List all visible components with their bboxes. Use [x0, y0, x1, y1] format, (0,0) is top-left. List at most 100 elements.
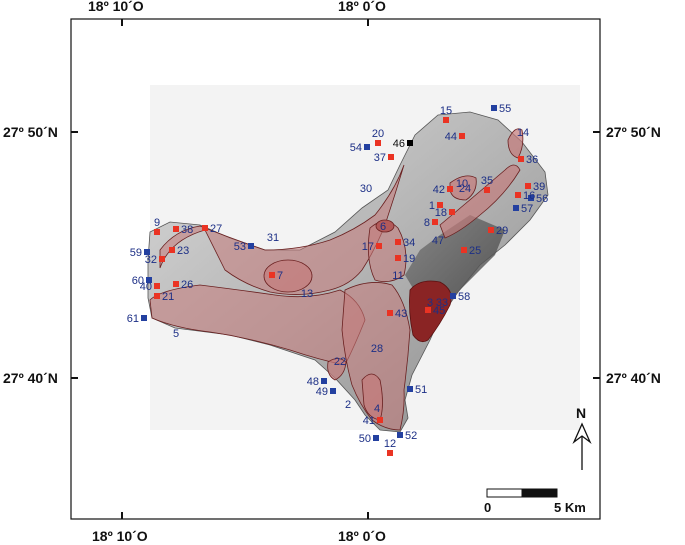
scale-bar-white [486, 488, 523, 498]
site-marker-44 [459, 133, 465, 139]
site-marker-55 [491, 105, 497, 111]
site-label-41: 41 [363, 415, 375, 427]
site-marker-26 [173, 281, 179, 287]
site-label-52: 52 [405, 430, 417, 442]
site-label-61: 61 [127, 313, 139, 325]
coord-top-center: 18º 0´O [338, 0, 386, 14]
site-label-46: 46 [393, 138, 405, 150]
site-marker-50 [373, 435, 379, 441]
site-marker-37 [388, 154, 394, 160]
site-label-36: 36 [526, 154, 538, 166]
site-marker-17 [376, 243, 382, 249]
site-marker-7 [269, 272, 275, 278]
site-label-20: 20 [372, 128, 384, 140]
zone-eastern-band [439, 164, 521, 239]
site-marker-58 [450, 293, 456, 299]
site-marker-16 [515, 192, 521, 198]
zone-22 [327, 358, 347, 381]
site-label-6: 6 [380, 221, 386, 233]
site-marker-41 [377, 417, 383, 423]
site-label-35: 35 [481, 175, 493, 187]
site-marker-32 [159, 256, 165, 262]
site-label-40: 40 [140, 281, 152, 293]
site-label-58: 58 [458, 291, 470, 303]
site-marker-60 [146, 277, 152, 283]
site-label-30: 30 [360, 183, 372, 195]
coord-bottom-center: 18º 0´O [338, 528, 386, 544]
site-label-16: 16 [523, 190, 535, 202]
site-marker-59 [144, 249, 150, 255]
site-label-10: 10 [456, 178, 468, 190]
site-label-60: 60 [132, 275, 144, 287]
site-marker-52 [397, 432, 403, 438]
site-label-13: 13 [301, 288, 313, 300]
site-marker-54 [364, 144, 370, 150]
site-label-56: 56 [536, 193, 548, 205]
site-marker-1 [437, 202, 443, 208]
site-label-55: 55 [499, 103, 511, 115]
site-label-2: 2 [345, 399, 351, 411]
site-label-1: 1 [429, 200, 435, 212]
site-marker-40 [154, 283, 160, 289]
site-label-27: 27 [210, 223, 222, 235]
zone-7 [263, 259, 313, 293]
site-marker-8 [432, 219, 438, 225]
site-marker-21 [154, 293, 160, 299]
site-marker-42 [447, 186, 453, 192]
site-label-14: 14 [517, 127, 529, 139]
site-label-59: 59 [130, 247, 142, 259]
site-marker-18 [449, 209, 455, 215]
site-label-22: 22 [334, 356, 346, 368]
site-label-5: 5 [173, 328, 179, 340]
site-markers [141, 105, 534, 456]
site-marker-49 [330, 388, 336, 394]
site-label-50: 50 [359, 433, 371, 445]
north-arrow: N [572, 405, 592, 470]
site-label-33: 33 [436, 297, 448, 309]
site-marker-36 [518, 156, 524, 162]
site-marker-48 [321, 378, 327, 384]
site-marker-53 [248, 243, 254, 249]
site-label-21: 21 [162, 291, 174, 303]
site-marker-15 [443, 117, 449, 123]
site-label-12: 12 [384, 438, 396, 450]
site-label-45: 45 [433, 305, 445, 317]
coord-bottom-west: 18º 10´O [92, 528, 148, 544]
site-label-29: 29 [496, 225, 508, 237]
site-label-49: 49 [316, 386, 328, 398]
site-label-57: 57 [521, 203, 533, 215]
site-marker-57 [513, 205, 519, 211]
site-marker-43 [387, 310, 393, 316]
site-label-28: 28 [371, 343, 383, 355]
north-label: N [576, 405, 586, 421]
site-marker-45 [425, 307, 431, 313]
site-marker-61 [141, 315, 147, 321]
site-marker-27 [202, 225, 208, 231]
site-label-15: 15 [440, 105, 452, 117]
coord-right-north: 27º 50´N [606, 124, 661, 140]
site-marker-20 [375, 140, 381, 146]
site-marker-38 [173, 226, 179, 232]
site-label-48: 48 [307, 376, 319, 388]
site-label-53: 53 [234, 241, 246, 253]
site-marker-25 [461, 247, 467, 253]
scale-bar: 0 5 Km [484, 488, 586, 515]
site-label-18: 18 [435, 207, 447, 219]
zone-24 [449, 175, 477, 201]
site-label-8: 8 [424, 217, 430, 229]
site-label-38: 38 [181, 224, 193, 236]
coord-top-west: 18º 10´O [88, 0, 144, 14]
site-marker-51 [407, 386, 413, 392]
zone-southern-ridge [341, 282, 411, 431]
site-label-24: 24 [459, 183, 471, 195]
site-label-3: 3 [427, 297, 433, 309]
scale-bar-black [521, 488, 558, 498]
site-label-44: 44 [445, 131, 457, 143]
site-label-32: 32 [145, 254, 157, 266]
zone-13 [375, 219, 395, 233]
site-marker-9 [154, 229, 160, 235]
site-label-19: 19 [403, 253, 415, 265]
site-label-37: 37 [374, 152, 386, 164]
zone-2 [361, 373, 383, 421]
